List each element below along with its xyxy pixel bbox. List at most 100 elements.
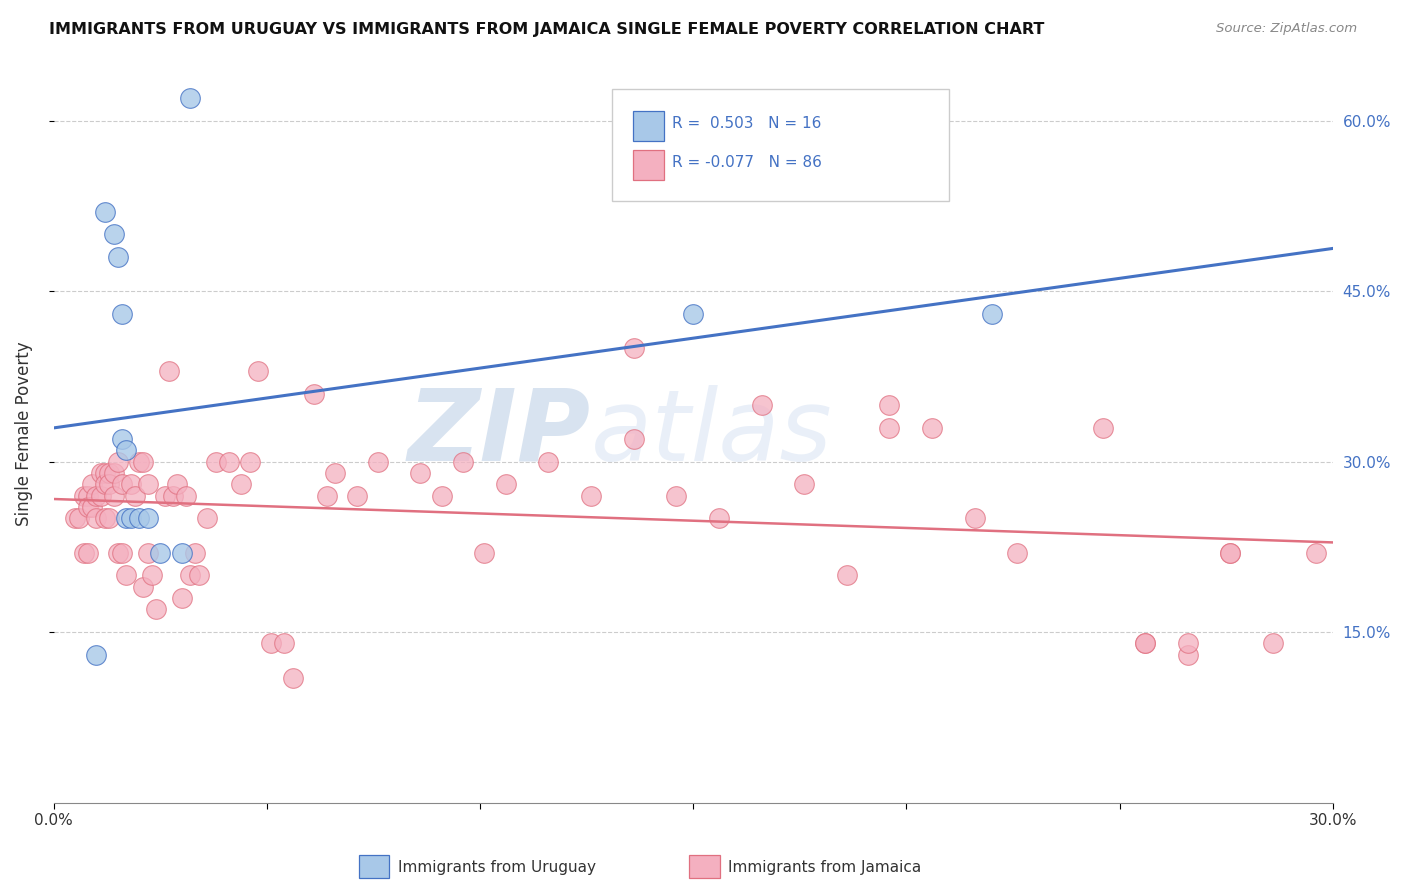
- Point: [73, 489, 96, 503]
- Point: [90, 466, 112, 480]
- Point: [174, 489, 197, 503]
- Point: [187, 568, 209, 582]
- Point: [367, 455, 389, 469]
- Point: [1177, 636, 1199, 650]
- Point: [124, 489, 146, 503]
- Point: [86, 648, 108, 662]
- Point: [98, 466, 121, 480]
- Point: [77, 500, 100, 515]
- Point: [94, 466, 117, 480]
- Point: [98, 477, 121, 491]
- Point: [537, 455, 560, 469]
- Point: [1177, 648, 1199, 662]
- Point: [107, 455, 129, 469]
- Point: [1135, 636, 1157, 650]
- Text: Source: ZipAtlas.com: Source: ZipAtlas.com: [1216, 22, 1357, 36]
- Point: [94, 477, 117, 491]
- Text: Immigrants from Jamaica: Immigrants from Jamaica: [728, 860, 921, 874]
- Point: [179, 91, 201, 105]
- Point: [323, 466, 346, 480]
- Point: [166, 477, 188, 491]
- Point: [879, 420, 901, 434]
- Point: [1261, 636, 1284, 650]
- Point: [82, 477, 104, 491]
- Point: [157, 364, 180, 378]
- Point: [579, 489, 602, 503]
- Point: [707, 511, 730, 525]
- Point: [218, 455, 240, 469]
- Point: [111, 307, 134, 321]
- Point: [409, 466, 432, 480]
- Point: [149, 545, 172, 559]
- Point: [94, 204, 117, 219]
- Point: [90, 489, 112, 503]
- Point: [107, 250, 129, 264]
- Point: [430, 489, 453, 503]
- Text: Immigrants from Uruguay: Immigrants from Uruguay: [398, 860, 596, 874]
- Point: [231, 477, 253, 491]
- Point: [103, 466, 125, 480]
- Point: [136, 545, 159, 559]
- Text: atlas: atlas: [591, 384, 832, 482]
- Point: [132, 580, 155, 594]
- Point: [94, 511, 117, 525]
- Point: [205, 455, 228, 469]
- Point: [63, 511, 86, 525]
- Point: [136, 511, 159, 525]
- Point: [107, 545, 129, 559]
- Point: [136, 477, 159, 491]
- Point: [195, 511, 218, 525]
- Point: [980, 307, 1002, 321]
- Point: [879, 398, 901, 412]
- Point: [1219, 545, 1241, 559]
- Point: [82, 500, 104, 515]
- Point: [170, 591, 193, 605]
- Point: [103, 489, 125, 503]
- Point: [103, 227, 125, 242]
- Point: [239, 455, 262, 469]
- Point: [162, 489, 184, 503]
- Point: [623, 432, 645, 446]
- Point: [73, 545, 96, 559]
- Point: [77, 489, 100, 503]
- Point: [281, 671, 304, 685]
- Point: [1219, 545, 1241, 559]
- Point: [1091, 420, 1114, 434]
- Point: [1007, 545, 1029, 559]
- Point: [115, 511, 138, 525]
- Point: [183, 545, 205, 559]
- Point: [145, 602, 167, 616]
- Point: [98, 511, 121, 525]
- Point: [623, 341, 645, 355]
- Text: R =  0.503   N = 16: R = 0.503 N = 16: [672, 116, 821, 130]
- Point: [1305, 545, 1327, 559]
- Point: [111, 477, 134, 491]
- Point: [665, 489, 688, 503]
- Point: [153, 489, 176, 503]
- Point: [835, 568, 858, 582]
- Point: [128, 511, 150, 525]
- Point: [260, 636, 283, 650]
- Point: [111, 432, 134, 446]
- Text: IMMIGRANTS FROM URUGUAY VS IMMIGRANTS FROM JAMAICA SINGLE FEMALE POVERTY CORRELA: IMMIGRANTS FROM URUGUAY VS IMMIGRANTS FR…: [49, 22, 1045, 37]
- Point: [474, 545, 496, 559]
- Point: [141, 568, 163, 582]
- Point: [921, 420, 943, 434]
- Point: [77, 545, 100, 559]
- Point: [120, 511, 142, 525]
- Text: ZIP: ZIP: [408, 384, 591, 482]
- Point: [111, 545, 134, 559]
- Point: [451, 455, 474, 469]
- Point: [115, 443, 138, 458]
- Point: [128, 455, 150, 469]
- Point: [132, 455, 155, 469]
- Text: R = -0.077   N = 86: R = -0.077 N = 86: [672, 155, 823, 169]
- Point: [179, 568, 201, 582]
- Point: [273, 636, 295, 650]
- Point: [120, 477, 142, 491]
- Point: [86, 489, 108, 503]
- Point: [751, 398, 773, 412]
- Point: [86, 511, 108, 525]
- Point: [67, 511, 90, 525]
- Y-axis label: Single Female Poverty: Single Female Poverty: [15, 341, 32, 525]
